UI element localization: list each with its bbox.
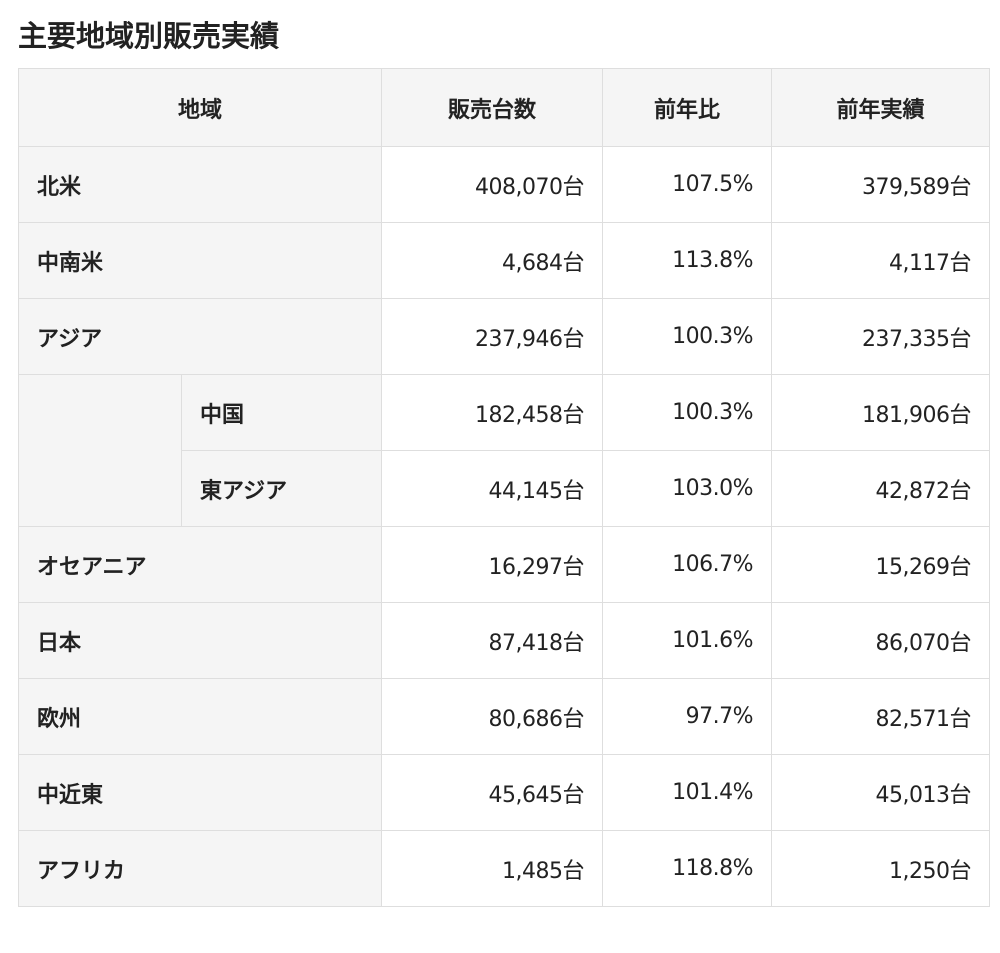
header-cell: 前年実績	[771, 68, 991, 147]
table-row: 欧州 80,686台 97.7% 82,571台	[17, 678, 991, 755]
value-cell: 379,589台	[771, 146, 991, 223]
value-cell: 101.6%	[602, 602, 773, 679]
value-cell: 408,070台	[381, 146, 604, 223]
header-cell: 前年比	[602, 68, 773, 147]
region-cell: 日本	[17, 602, 383, 679]
value-cell: 182,458台	[381, 374, 604, 451]
table-row: 中南米 4,684台 113.8% 4,117台	[17, 222, 991, 299]
table-row: アジア 237,946台 100.3% 237,335台	[17, 298, 991, 375]
value-cell: 113.8%	[602, 222, 773, 299]
value-cell: 101.4%	[602, 754, 773, 831]
value-cell: 118.8%	[602, 830, 773, 907]
header-cell: 販売台数	[381, 68, 604, 147]
region-cell: 中南米	[17, 222, 383, 299]
value-cell: 42,872台	[771, 450, 991, 527]
value-cell: 1,485台	[381, 830, 604, 907]
sub-row: 中国 182,458台 100.3% 181,906台	[18, 374, 991, 527]
page-title: 主要地域別販売実績	[18, 19, 280, 53]
table-row: オセアニア 16,297台 106.7% 15,269台	[17, 526, 991, 603]
value-cell: 4,117台	[771, 222, 991, 299]
value-cell: 1,250台	[771, 830, 991, 907]
table-row: アフリカ 1,485台 118.8% 1,250台	[17, 830, 991, 907]
region-cell: アフリカ	[17, 830, 383, 907]
value-cell: 100.3%	[602, 374, 773, 451]
table-row: 北米 408,070台 107.5% 379,589台	[17, 146, 991, 223]
table-row: 日本 87,418台 101.6% 86,070台	[17, 602, 991, 679]
value-cell: 45,013台	[771, 754, 991, 831]
value-cell: 16,297台	[381, 526, 604, 603]
indent-cell	[18, 374, 182, 527]
sub-region-cell: 東アジア	[180, 450, 383, 527]
value-cell: 181,906台	[771, 374, 991, 451]
region-cell: オセアニア	[17, 526, 383, 603]
header-row: 地域 販売台数 前年比 前年実績	[17, 68, 991, 147]
value-cell: 107.5%	[602, 146, 773, 223]
region-cell: 北米	[17, 146, 383, 223]
value-cell: 80,686台	[381, 678, 604, 755]
value-cell: 237,946台	[381, 298, 604, 375]
value-cell: 97.7%	[602, 678, 773, 755]
region-cell: アジア	[17, 298, 383, 375]
value-cell: 86,070台	[771, 602, 991, 679]
value-cell: 15,269台	[771, 526, 991, 603]
value-cell: 100.3%	[602, 298, 773, 375]
value-cell: 106.7%	[602, 526, 773, 603]
value-cell: 44,145台	[381, 450, 604, 527]
value-cell: 4,684台	[381, 222, 604, 299]
region-cell: 中近東	[17, 754, 383, 831]
table-row: 中近東 45,645台 101.4% 45,013台	[17, 754, 991, 831]
value-cell: 103.0%	[602, 450, 773, 527]
region-cell: 欧州	[17, 678, 383, 755]
value-cell: 82,571台	[771, 678, 991, 755]
sales-table: 地域 販売台数 前年比 前年実績 北米 408,070台 107.5% 379,589台 中南…	[17, 68, 991, 907]
sub-region-cell: 中国	[180, 374, 383, 451]
value-cell: 45,645台	[381, 754, 604, 831]
header-cell: 地域	[17, 68, 383, 147]
value-cell: 237,335台	[771, 298, 991, 375]
value-cell: 87,418台	[381, 602, 604, 679]
